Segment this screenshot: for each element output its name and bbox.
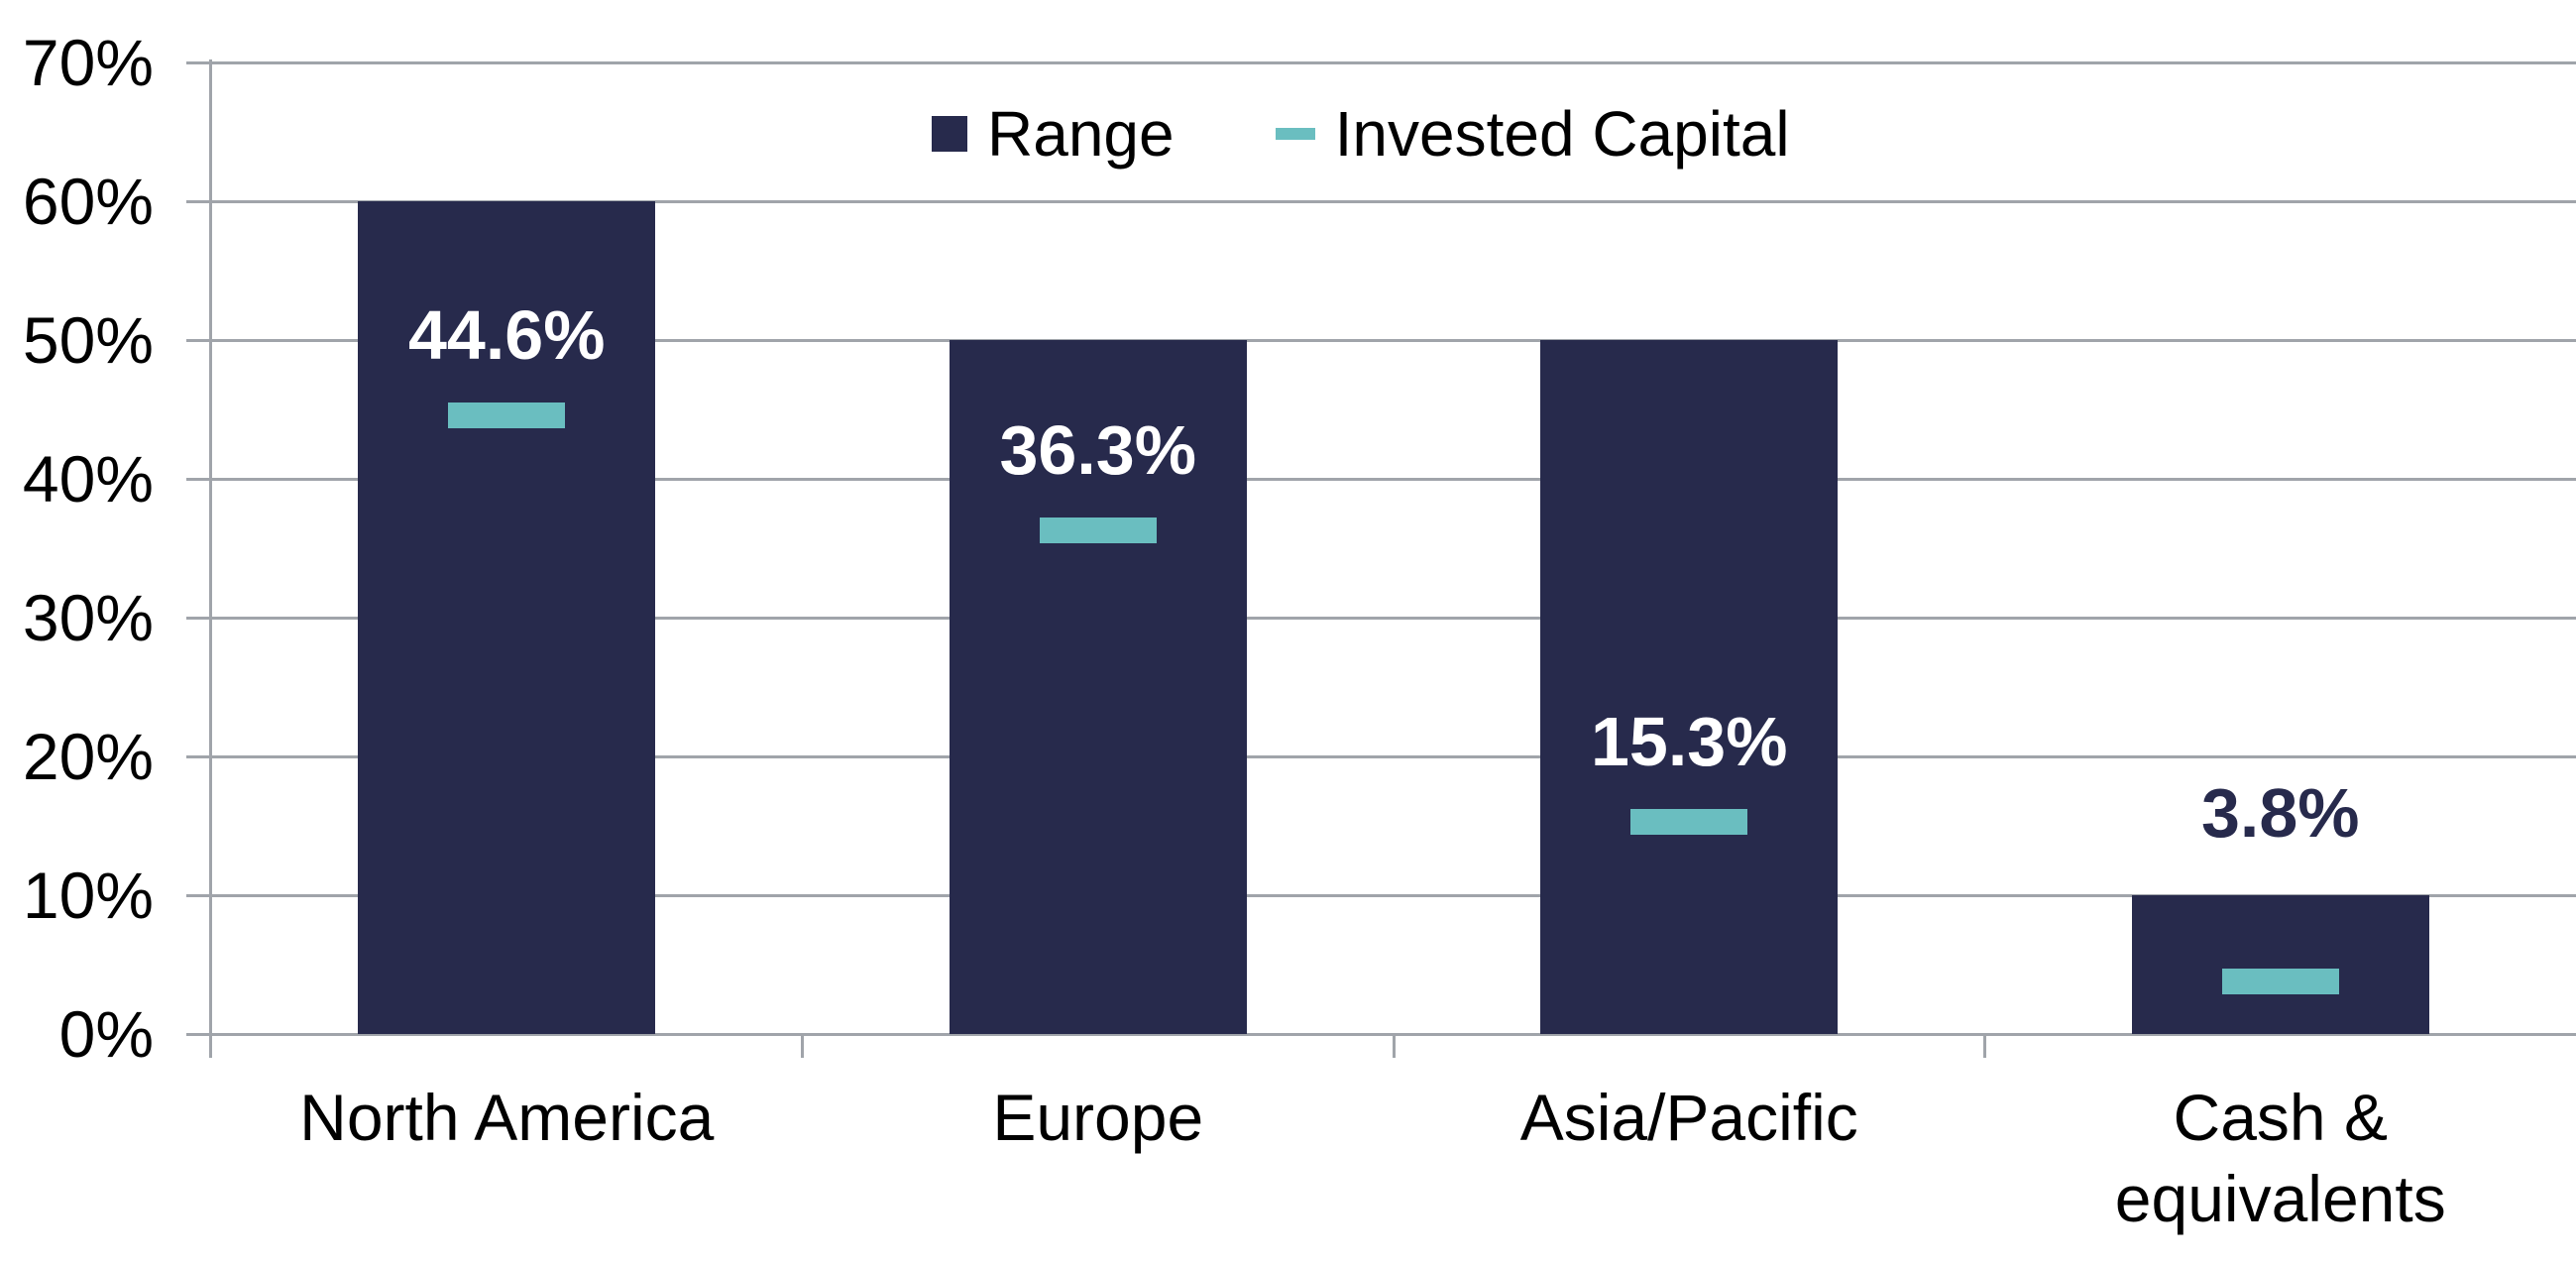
legend: Range Invested Capital (932, 98, 1790, 170)
bar-north-america (358, 201, 656, 1034)
x-axis-tick (1392, 1034, 1396, 1058)
y-axis-tick-label-50%: 50% (22, 303, 154, 377)
data-label-asia-pacific: 15.3% (1591, 702, 1788, 780)
category-label-asia-pacific: Asia/Pacific (1394, 1077, 1985, 1158)
gridline-20% (186, 754, 2576, 758)
gridline-40% (186, 477, 2576, 481)
data-label-cash-equivalents: 3.8% (2200, 774, 2360, 852)
y-axis-line (209, 59, 212, 1058)
y-axis-tick-label-70%: 70% (22, 26, 154, 99)
invested-capital-marker-cash-equivalents (2221, 968, 2339, 994)
y-axis-tick-label-10%: 10% (22, 859, 154, 932)
gridline-70% (186, 60, 2576, 64)
gridline-10% (186, 893, 2576, 897)
bar-cash-equivalents (2131, 895, 2429, 1034)
bar-europe (949, 340, 1247, 1034)
y-axis-tick-label-0%: 0% (58, 997, 154, 1071)
category-label-line: equivalents (2114, 1162, 2446, 1235)
y-axis-tick-label-40%: 40% (22, 442, 154, 516)
gridline-0% (186, 1032, 2576, 1036)
category-label-north-america: North America (211, 1077, 803, 1158)
legend-range-label: Range (987, 98, 1175, 170)
y-axis-tick-label-60%: 60% (22, 165, 154, 238)
category-label-line: North America (299, 1081, 715, 1154)
y-axis-tick-label-20%: 20% (22, 720, 154, 793)
gridline-50% (186, 338, 2576, 342)
invested-capital-marker-europe (1039, 517, 1157, 543)
legend-invested-capital-swatch-icon (1275, 128, 1315, 140)
legend-invested-capital-label: Invested Capital (1334, 98, 1790, 170)
bar-asia-pacific (1540, 340, 1839, 1034)
y-axis-tick-label-30%: 30% (22, 581, 154, 654)
data-label-europe: 36.3% (999, 410, 1196, 489)
invested-capital-marker-north-america (448, 402, 566, 428)
x-axis-tick (1983, 1034, 1986, 1058)
x-axis-tick (801, 1034, 804, 1058)
gridline-30% (186, 616, 2576, 620)
invested-capital-marker-asia-pacific (1630, 808, 1748, 835)
data-label-north-america: 44.6% (408, 295, 606, 374)
category-label-line: Asia/Pacific (1519, 1081, 1858, 1154)
category-label-europe: Europe (803, 1077, 1395, 1158)
category-label-line: Europe (992, 1081, 1204, 1154)
legend-range-swatch-icon (932, 116, 967, 152)
category-label-line: Cash & (2173, 1081, 2388, 1154)
category-label-cash-equivalents: Cash & equivalents (1985, 1077, 2576, 1239)
gridline-60% (186, 199, 2576, 203)
